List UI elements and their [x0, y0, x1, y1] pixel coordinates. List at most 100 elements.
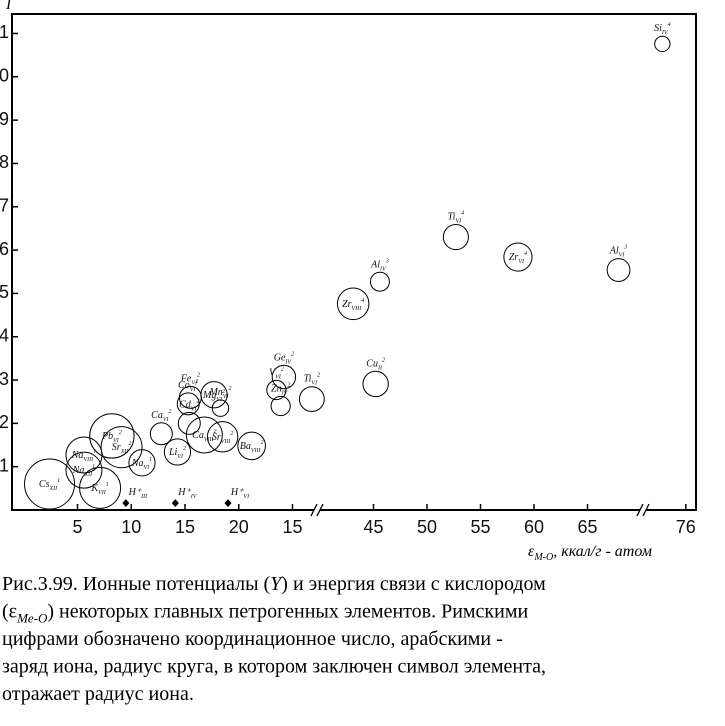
point-label: KVII 1: [90, 482, 108, 496]
y-tick-label: 9: [0, 109, 9, 129]
bubble: [79, 466, 122, 509]
point-charge: 2: [291, 351, 294, 357]
caption-text: Y: [270, 573, 283, 595]
point-coordination: VI: [619, 253, 626, 259]
bubble: [185, 416, 223, 454]
point-symbol: Zr: [509, 252, 519, 263]
point-charge: 3: [623, 245, 627, 251]
point-coordination: IV: [661, 30, 669, 36]
point-coordination: VI: [177, 454, 184, 460]
bubble: [237, 431, 266, 461]
point-label: NaXII 1: [72, 464, 95, 478]
bubble: [270, 395, 291, 417]
caption-text: Рис.3.99. Ионные потенциалы (: [2, 573, 271, 595]
caption-text: ) некоторых главных петрогенных элементо…: [47, 601, 528, 623]
point-symbol: Zr: [342, 299, 352, 310]
point-charge: 2: [317, 373, 320, 379]
x-axis-label: εM-O, ккал/г - атом: [528, 543, 652, 563]
point-label: ZrVI 4: [509, 250, 527, 265]
bubble: [24, 458, 76, 510]
x-tick-label: 50: [417, 517, 437, 537]
point-charge: 2: [169, 409, 172, 415]
point-coordination: IV: [190, 494, 198, 500]
axis-break-gap: [640, 507, 646, 513]
point-charge: 2: [196, 398, 199, 404]
point-label: ZrVIII 4: [342, 297, 364, 312]
bubble: [89, 413, 135, 459]
point-charge: 2: [382, 357, 385, 363]
point-charge: 2: [287, 382, 290, 388]
point-symbol: Co: [178, 380, 190, 391]
caption-line: (εMe-O) некоторых главных петрогенных эл…: [2, 601, 529, 626]
axis-break: [636, 503, 644, 517]
y-tick-label: 3: [0, 369, 9, 389]
y-tick-label: 8: [0, 152, 9, 172]
point-label: PbVI 2: [101, 430, 122, 444]
point-symbol: Al: [609, 246, 619, 257]
point-charge: 2: [197, 372, 200, 378]
caption-line: отражает радиус иона.: [2, 683, 194, 705]
caption-text: цифрами обозначено координационное число…: [2, 628, 503, 650]
point-label: BaVIII 2: [240, 440, 264, 454]
point-symbol: Ti: [448, 212, 456, 223]
point-label: CuII 2: [366, 357, 385, 371]
point-charge: 2: [281, 366, 284, 372]
point-label: LiVI 2: [168, 446, 186, 460]
point-label: SrVIII 2: [212, 431, 234, 445]
point-charge: 2: [261, 440, 264, 446]
x-tick-label: 45: [363, 517, 383, 537]
y-tick-label: 5: [0, 282, 9, 302]
point-symbol: H⁺: [230, 487, 244, 498]
caption-text: заряд иона, радиус круга, в котором закл…: [2, 656, 546, 678]
bubble: [266, 379, 287, 401]
point-label: ZnIV 2: [271, 382, 290, 396]
point-label: AlIV 3: [370, 258, 389, 272]
x-tick-label: 15: [175, 517, 195, 537]
marker: [171, 499, 179, 508]
bubble: [65, 451, 103, 489]
point-label: SiIV 4: [654, 21, 670, 36]
point-coordination: VI: [518, 259, 525, 265]
point-coordination: XII: [120, 449, 130, 455]
point-symbol: H⁺: [128, 487, 142, 498]
y-tick-label: 2: [0, 412, 9, 432]
point-coordination: VII: [98, 490, 107, 496]
point-coordination: VI: [113, 438, 120, 444]
bubble: [369, 271, 390, 292]
point-coordination: VI: [243, 494, 250, 500]
point-charge: 1: [106, 482, 109, 488]
point-label: CaVI 2: [151, 409, 171, 423]
x-tick-label: 15: [282, 517, 302, 537]
point-coordination: IV: [379, 266, 387, 272]
bubble: [206, 421, 239, 453]
point-charge: 1: [92, 464, 95, 470]
x-tick-label: 55: [470, 517, 490, 537]
point-coordination: VIII: [352, 306, 363, 312]
point-charge: 2: [128, 441, 131, 447]
point-label: VVI 2: [269, 366, 284, 380]
point-label: CsXII 1: [39, 478, 60, 492]
bubble: [211, 399, 230, 417]
y-tick-label: 6: [0, 239, 9, 259]
point-charge: 3: [385, 258, 389, 264]
x-tick-label: 76: [676, 517, 696, 537]
point-symbol: Na: [72, 465, 85, 476]
point-charge: 4: [524, 250, 527, 257]
x-axis-symbol: ε: [528, 543, 535, 560]
bubble: [442, 224, 469, 251]
bubble: [128, 449, 156, 477]
point-coordination: VI: [191, 380, 198, 386]
point-symbol: Ti: [304, 374, 312, 385]
point-symbol: Ca: [192, 430, 204, 441]
point-charge: 4: [668, 21, 671, 28]
y-tick-label: 4: [0, 325, 9, 345]
x-tick-label: 5: [72, 517, 82, 537]
point-charge: 1: [149, 457, 152, 463]
point-symbol: Si: [654, 23, 662, 34]
bubble: [176, 392, 200, 416]
point-coordination: XII: [83, 472, 93, 478]
point-label: CaVIII 2: [192, 429, 216, 443]
axis-break: [310, 503, 318, 517]
bubble: [298, 386, 325, 413]
point-charge: 2: [119, 430, 122, 436]
